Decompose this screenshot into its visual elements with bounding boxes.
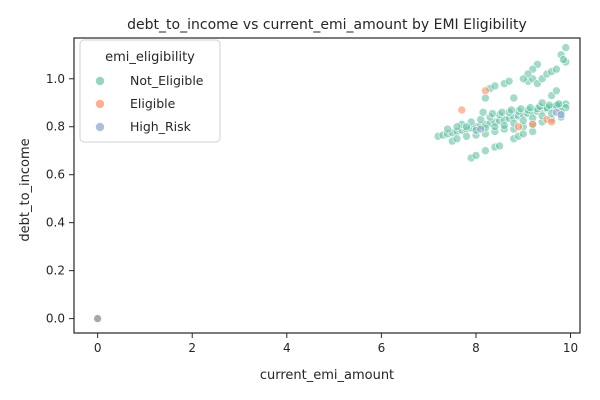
point-not-eligible bbox=[518, 116, 528, 125]
point-not-eligible bbox=[552, 86, 561, 96]
point-not-eligible bbox=[507, 105, 516, 115]
point-not-eligible bbox=[476, 115, 486, 124]
point-not-eligible bbox=[488, 109, 497, 118]
point-not-eligible bbox=[490, 122, 500, 131]
point-high-risk bbox=[556, 110, 566, 119]
y-tick-label: 0.8 bbox=[46, 120, 65, 134]
point-not-eligible bbox=[552, 64, 561, 74]
point-not-eligible bbox=[490, 81, 500, 91]
x-tick-label: 2 bbox=[188, 341, 196, 355]
plot-area bbox=[93, 43, 571, 323]
point-not-eligible bbox=[481, 93, 490, 103]
point-not-eligible bbox=[518, 129, 528, 139]
legend-label: High_Risk bbox=[130, 119, 192, 134]
x-tick-label: 4 bbox=[283, 341, 291, 355]
point-not-eligible bbox=[478, 108, 488, 117]
point-high-risk bbox=[476, 124, 486, 134]
y-tick-label: 0.2 bbox=[46, 264, 65, 278]
x-axis-label: current_emi_amount bbox=[260, 368, 394, 383]
point-eligible bbox=[547, 117, 556, 127]
point-eligible bbox=[528, 120, 538, 129]
legend-marker bbox=[95, 76, 105, 86]
point-eligible bbox=[481, 86, 490, 96]
y-tick-label: 1.0 bbox=[46, 72, 65, 86]
y-axis-ticks: 0.0 0.2 0.4 0.6 0.8 1.0 bbox=[46, 72, 74, 326]
point-eligible bbox=[514, 122, 523, 131]
point-not-eligible bbox=[462, 122, 471, 131]
x-tick-label: 6 bbox=[378, 341, 386, 355]
point-not-eligible bbox=[559, 55, 568, 64]
point-not-eligible bbox=[509, 93, 519, 103]
point-not-eligible bbox=[561, 43, 571, 52]
y-axis-label: debt_to_income bbox=[18, 138, 33, 241]
point-high-risk bbox=[93, 314, 102, 323]
legend: emi_eligibility Not_Eligible Eligible High… bbox=[79, 39, 221, 143]
chart-title: debt_to_income vs current_emi_amount by … bbox=[127, 17, 527, 33]
y-tick-label: 0.0 bbox=[46, 312, 65, 326]
plot-frame bbox=[73, 37, 581, 334]
point-not-eligible bbox=[495, 141, 504, 151]
point-not-eligible bbox=[554, 99, 564, 109]
point-not-eligible bbox=[443, 124, 452, 134]
x-axis-ticks: 0 2 4 6 8 10 bbox=[94, 333, 578, 355]
legend-marker bbox=[95, 99, 105, 109]
point-not-eligible bbox=[481, 146, 490, 155]
legend-box bbox=[79, 39, 221, 143]
x-tick-label: 0 bbox=[94, 341, 102, 355]
legend-entries: Not_Eligible Eligible High_Risk bbox=[95, 73, 204, 134]
point-not-eligible bbox=[528, 127, 538, 136]
point-not-eligible bbox=[518, 74, 528, 84]
point-not-eligible bbox=[499, 121, 509, 130]
point-not-eligible bbox=[452, 134, 462, 143]
x-tick-label: 8 bbox=[472, 341, 480, 355]
point-not-eligible bbox=[497, 108, 507, 117]
point-not-eligible bbox=[462, 132, 471, 141]
point-not-eligible bbox=[504, 76, 514, 86]
point-not-eligible bbox=[471, 151, 481, 160]
legend-title: emi_eligibility bbox=[105, 50, 195, 65]
point-not-eligible bbox=[452, 122, 462, 131]
point-not-eligible bbox=[537, 98, 547, 108]
point-not-eligible bbox=[516, 104, 526, 114]
legend-label: Not_Eligible bbox=[130, 73, 204, 88]
point-eligible bbox=[457, 105, 467, 115]
legend-marker bbox=[95, 122, 105, 132]
y-tick-label: 0.6 bbox=[46, 168, 65, 182]
point-not-eligible bbox=[544, 100, 554, 110]
legend-label: Eligible bbox=[130, 96, 176, 111]
x-tick-label: 10 bbox=[563, 341, 578, 355]
point-not-eligible bbox=[525, 103, 535, 112]
y-tick-label: 0.4 bbox=[46, 216, 65, 230]
